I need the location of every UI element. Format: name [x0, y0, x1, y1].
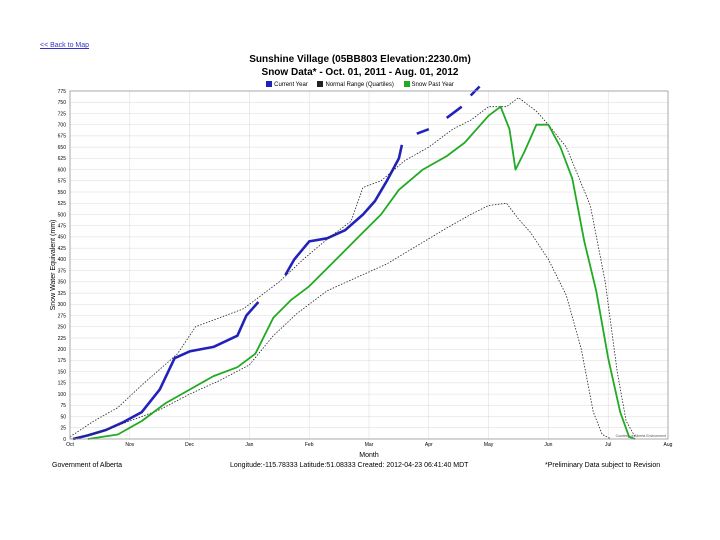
y-tick-label: 675 [58, 134, 67, 140]
x-tick-label: Jan [245, 442, 253, 448]
footer-location: Longitude:-115.78333 Latitude:51.08333 [230, 462, 356, 469]
y-tick-label: 625 [58, 156, 67, 162]
y-tick-label: 100 [58, 392, 67, 398]
y-tick-label: 0 [63, 437, 66, 443]
y-tick-label: 150 [58, 369, 67, 375]
y-tick-label: 775 [58, 89, 67, 95]
x-tick-label: Mar [365, 442, 374, 448]
back-to-map-link[interactable]: << Back to Map [40, 42, 90, 49]
y-tick-label: 550 [58, 190, 67, 196]
y-tick-label: 275 [58, 313, 67, 319]
x-tick-label: Apr [425, 442, 433, 448]
y-tick-label: 350 [58, 280, 67, 286]
chart-subtitle: Snow Data* - Oct. 01, 2011 - Aug. 01, 20… [261, 67, 459, 78]
y-tick-label: 225 [58, 336, 67, 342]
y-tick-label: 375 [58, 268, 67, 274]
series-lines [69, 85, 636, 441]
y-tick-label: 475 [58, 224, 67, 230]
y-tick-label: 75 [60, 403, 66, 409]
series-current-year [416, 127, 430, 135]
y-tick-label: 450 [58, 235, 67, 241]
legend-item-past: Snow Past Year [403, 81, 454, 88]
y-tick-label: 250 [58, 325, 67, 331]
x-tick-label: Feb [305, 442, 314, 448]
y-tick-label: 25 [60, 426, 66, 432]
legend: Current Year Normal Range (Quartiles) Sn… [0, 81, 720, 88]
legend-label-current: Current Year [274, 81, 308, 88]
x-tick-label: Oct [66, 442, 74, 448]
series-snow-past-year [87, 105, 636, 440]
y-tick-label: 200 [58, 347, 67, 353]
footer-disclaimer: *Preliminary Data subject to Revision [545, 462, 661, 469]
footer-location-created: Longitude:-115.78333 Latitude:51.08333 C… [230, 462, 468, 469]
x-tick-label: May [484, 442, 494, 448]
legend-item-normal: Normal Range (Quartiles) [317, 81, 395, 88]
y-tick-label: 650 [58, 145, 67, 151]
footer-created: Created: 2012-04-23 06:41:40 MDT [357, 462, 469, 469]
y-tick-label: 125 [58, 381, 67, 387]
series-current-year [284, 144, 404, 276]
y-tick-label: 425 [58, 246, 67, 252]
y-tick-label: 725 [58, 111, 67, 117]
grid [69, 90, 669, 440]
legend-swatch-current [266, 81, 273, 87]
y-tick-label: 50 [60, 414, 66, 420]
x-tick-label: Nov [125, 442, 134, 448]
y-axis-label: Snow Water Equivalent (mm) [50, 220, 57, 311]
y-tick-label: 500 [58, 212, 67, 218]
y-tick-label: 175 [58, 358, 67, 364]
x-tick-label: Jun [544, 442, 552, 448]
chart-title: Sunshine Village (05BB803 Elevation:2230… [249, 54, 471, 65]
footer-agency: Government of Alberta [52, 462, 123, 469]
plot-frame [69, 90, 669, 440]
y-tick-label: 600 [58, 167, 67, 173]
legend-swatch-normal [317, 81, 324, 87]
x-tick-label: Aug [664, 442, 673, 448]
y-tick-label: 750 [58, 100, 67, 106]
legend-swatch-past [403, 81, 410, 87]
series-normal-quartile [69, 97, 636, 438]
courtesy-annotation: Courtesy of Alberta Environment [616, 434, 666, 438]
y-tick-label: 525 [58, 201, 67, 207]
x-tick-label: Jul [605, 442, 611, 448]
series-current-year [445, 105, 463, 119]
y-tick-label: 300 [58, 302, 67, 308]
y-axis-ticks: 0 25 50 75 100 125 150 175 200 225 250 275 300 325 350… [58, 89, 67, 443]
x-axis-ticks: Oct Nov Dec Jan Feb Mar Apr May Jun Jul Aug [66, 442, 673, 448]
y-tick-label: 400 [58, 257, 67, 263]
y-tick-label: 575 [58, 179, 67, 185]
x-axis-label: Month [359, 452, 379, 459]
y-tick-label: 325 [58, 291, 67, 297]
legend-label-normal: Normal Range (Quartiles) [325, 81, 394, 88]
x-tick-label: Dec [185, 442, 194, 448]
legend-item-current: Current Year [266, 81, 309, 88]
y-tick-label: 700 [58, 122, 67, 128]
legend-label-past: Snow Past Year [411, 81, 454, 88]
series-normal-quartile [69, 202, 612, 440]
